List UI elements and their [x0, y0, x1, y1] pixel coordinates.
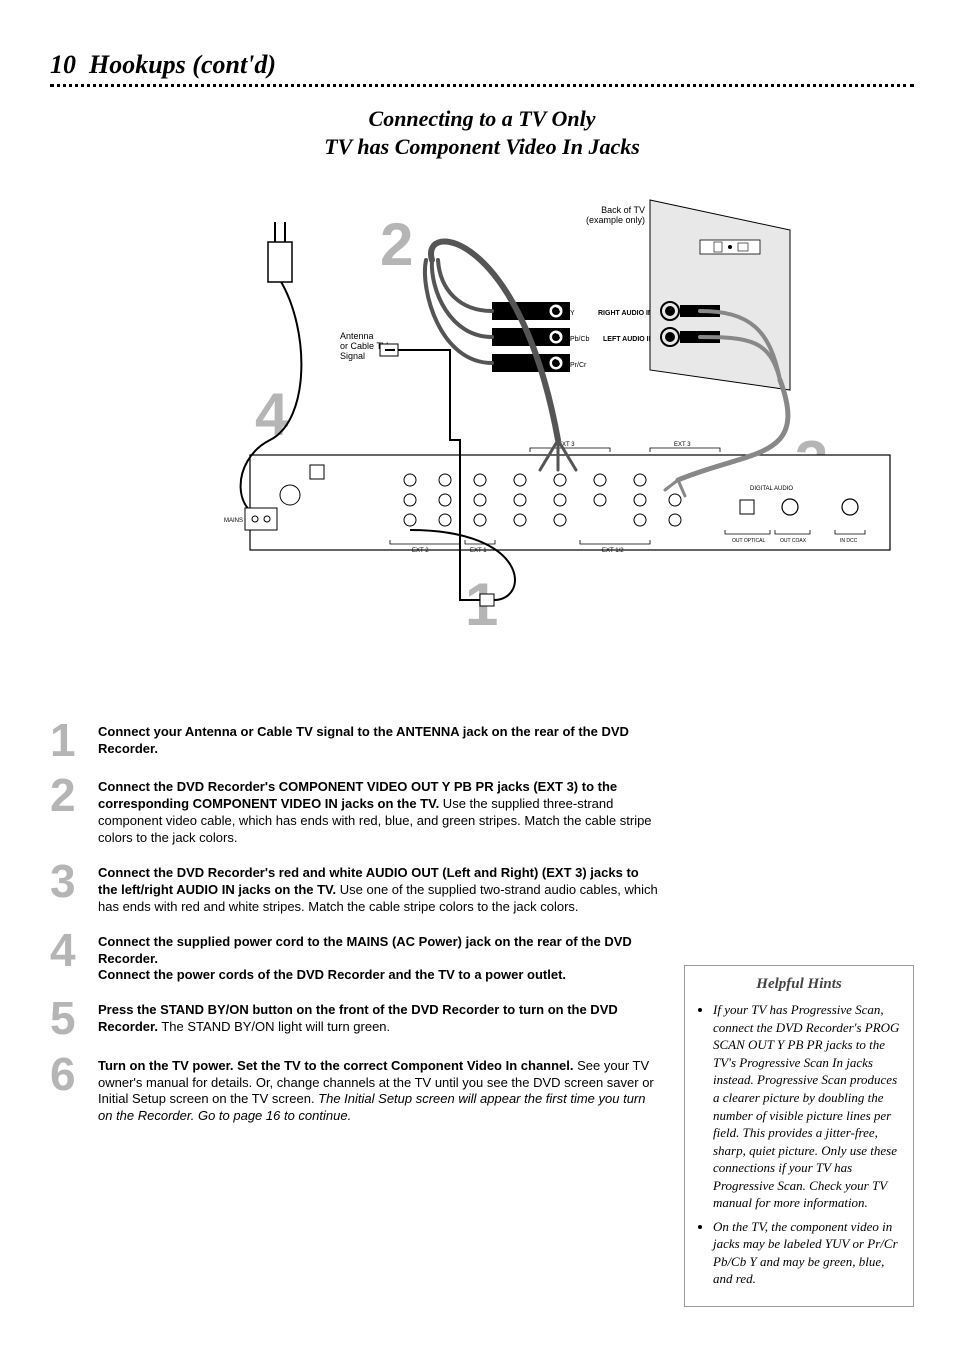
step-num: 3 — [50, 861, 98, 902]
header-rule — [50, 84, 914, 87]
helpful-hints-box: Helpful Hints If your TV has Progressive… — [684, 965, 914, 1307]
step-num: 6 — [50, 1054, 98, 1095]
page-header: 10 Hookups (cont'd) — [50, 50, 914, 80]
step-1: 1 Connect your Antenna or Cable TV signa… — [50, 720, 660, 761]
svg-text:OUT COAX: OUT COAX — [780, 538, 807, 544]
step-body: Connect the supplied power cord to the M… — [98, 930, 660, 985]
hints-list: If your TV has Progressive Scan, connect… — [697, 1001, 901, 1288]
page-title: Hookups (cont'd) — [89, 50, 276, 79]
steps-list: 1 Connect your Antenna or Cable TV signa… — [50, 720, 660, 1125]
step-2: 2 Connect the DVD Recorder's COMPONENT V… — [50, 775, 660, 847]
step-num: 2 — [50, 775, 98, 816]
hints-title: Helpful Hints — [697, 976, 901, 993]
svg-text:MAINS: MAINS — [224, 518, 243, 524]
svg-text:OUT OPTICAL: OUT OPTICAL — [732, 538, 765, 544]
step-body: Connect the DVD Recorder's COMPONENT VID… — [98, 775, 660, 847]
svg-text:EXT 1/2: EXT 1/2 — [602, 548, 624, 554]
section-line1: Connecting to a TV Only — [50, 105, 914, 133]
hookup-diagram: 2 3 4 1 Back of TV(example only) Antenna… — [50, 180, 914, 660]
wall-outlet: MAINS — [224, 508, 277, 530]
step-body: Connect your Antenna or Cable TV signal … — [98, 720, 660, 758]
svg-text:DIGITAL AUDIO: DIGITAL AUDIO — [750, 486, 793, 492]
step-num: 1 — [50, 720, 98, 761]
step-body: Press the STAND BY/ON button on the fron… — [98, 998, 660, 1036]
step-num: 5 — [50, 998, 98, 1039]
tv-back — [650, 200, 790, 390]
step-body: Connect the DVD Recorder's red and white… — [98, 861, 660, 916]
step-3: 3 Connect the DVD Recorder's red and whi… — [50, 861, 660, 916]
svg-text:IN DCC: IN DCC — [840, 538, 858, 544]
page-number: 10 — [50, 50, 76, 79]
step-num: 4 — [50, 930, 98, 971]
step-body: Turn on the TV power. Set the TV to the … — [98, 1054, 660, 1126]
hints-item: On the TV, the component video in jacks … — [713, 1218, 901, 1288]
svg-text:EXT 1: EXT 1 — [470, 548, 487, 554]
section-line2: TV has Component Video In Jacks — [50, 133, 914, 161]
svg-text:EXT 2: EXT 2 — [412, 548, 429, 554]
step-5: 5 Press the STAND BY/ON button on the fr… — [50, 998, 660, 1039]
step-6: 6 Turn on the TV power. Set the TV to th… — [50, 1054, 660, 1126]
step-4: 4 Connect the supplied power cord to the… — [50, 930, 660, 985]
svg-text:EXT 3: EXT 3 — [674, 442, 691, 448]
hints-item: If your TV has Progressive Scan, connect… — [713, 1001, 901, 1212]
section-title: Connecting to a TV Only TV has Component… — [50, 105, 914, 160]
diagram-svg: EXT 2 EXT 1 EXT 1/2 EXT 3 EXT 3 DIGITAL … — [50, 180, 920, 650]
